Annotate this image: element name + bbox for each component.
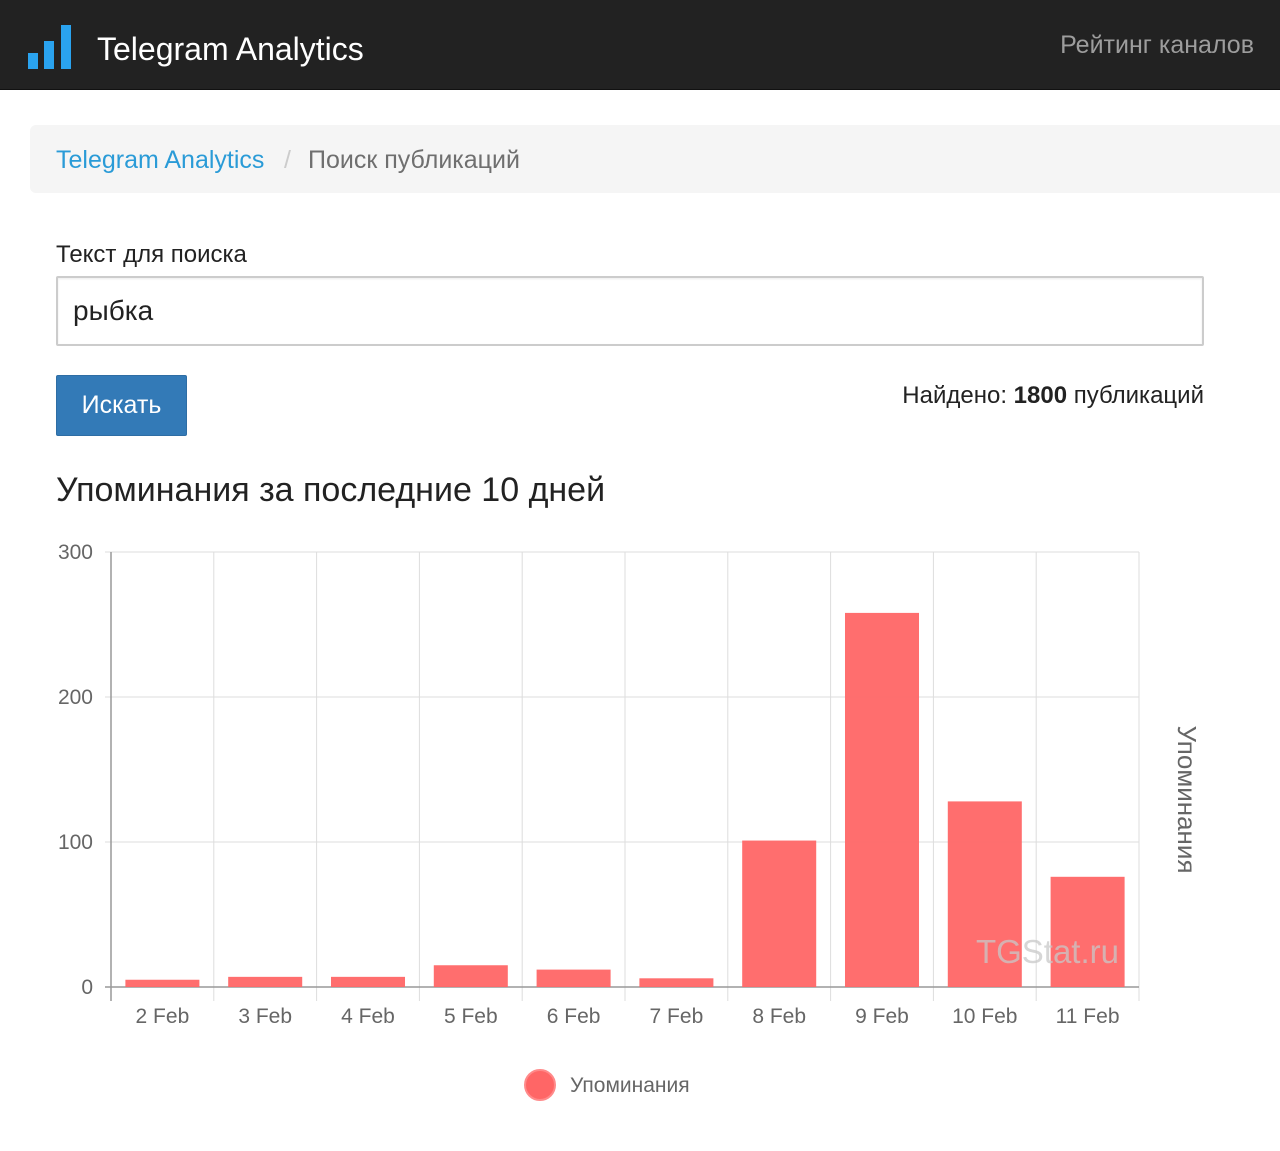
search-label: Текст для поиска	[56, 241, 247, 268]
x-tick-label: 10 Feb	[952, 1005, 1017, 1028]
results-count: 1800	[1013, 382, 1068, 409]
y-tick-label: 200	[58, 686, 93, 709]
bar-9-feb	[844, 612, 920, 987]
y-tick-label: 300	[58, 541, 93, 564]
bar-8-feb	[742, 840, 817, 987]
x-tick-label: 3 Feb	[238, 1005, 292, 1028]
bar-10-feb	[947, 801, 1022, 987]
x-tick-label: 11 Feb	[1056, 1005, 1120, 1028]
bar-5-feb	[433, 965, 508, 987]
bar-11-feb	[1050, 876, 1125, 987]
breadcrumb-separator: /	[284, 146, 291, 174]
legend-swatch	[524, 1069, 556, 1101]
bar-2-feb	[125, 979, 200, 987]
chart-title: Упоминания за последние 10 дней	[56, 471, 606, 509]
brand-title[interactable]: Telegram Analytics	[97, 31, 364, 67]
x-tick-label: 4 Feb	[341, 1005, 395, 1028]
y-tick-label: 0	[81, 976, 93, 999]
x-tick-label: 7 Feb	[650, 1005, 704, 1028]
breadcrumb-current: Поиск публикаций	[308, 146, 520, 174]
search-input[interactable]	[56, 276, 1204, 346]
x-tick-label: 8 Feb	[752, 1005, 806, 1028]
x-tick-label: 6 Feb	[547, 1005, 601, 1028]
mentions-bar-chart: 0 100 200 300 2 Feb 3 Feb 4 Feb 5 Feb 6 Feb 7 Feb…	[58, 541, 1202, 1101]
x-tick-label: 5 Feb	[444, 1005, 498, 1028]
breadcrumb: Telegram Analytics / Поиск публикаций	[30, 125, 1280, 193]
watermark-text: TGStat.ru	[976, 933, 1119, 970]
y-tick-label: 100	[58, 831, 93, 854]
bar-6-feb	[536, 969, 611, 987]
legend-label: Упоминания	[570, 1074, 690, 1097]
results-count-text: Найдено: 1800 публикаций	[902, 380, 1204, 412]
results-prefix: Найдено:	[902, 382, 1014, 409]
x-tick-label: 2 Feb	[136, 1005, 190, 1028]
breadcrumb-home-link[interactable]: Telegram Analytics	[56, 146, 265, 174]
bar-4-feb	[330, 976, 406, 987]
results-suffix: публикаций	[1067, 382, 1204, 409]
bar-7-feb	[639, 978, 714, 987]
x-tick-label: 9 Feb	[855, 1005, 909, 1028]
nav-link-channel-rating[interactable]: Рейтинг каналов	[1060, 31, 1254, 59]
bar-chart-icon[interactable]	[28, 25, 74, 69]
y-axis-title: Упоминания	[1172, 725, 1202, 873]
navbar: Telegram Analytics Рейтинг каналов	[0, 0, 1280, 90]
bar-3-feb	[228, 976, 303, 987]
search-button[interactable]: Искать	[56, 375, 187, 436]
